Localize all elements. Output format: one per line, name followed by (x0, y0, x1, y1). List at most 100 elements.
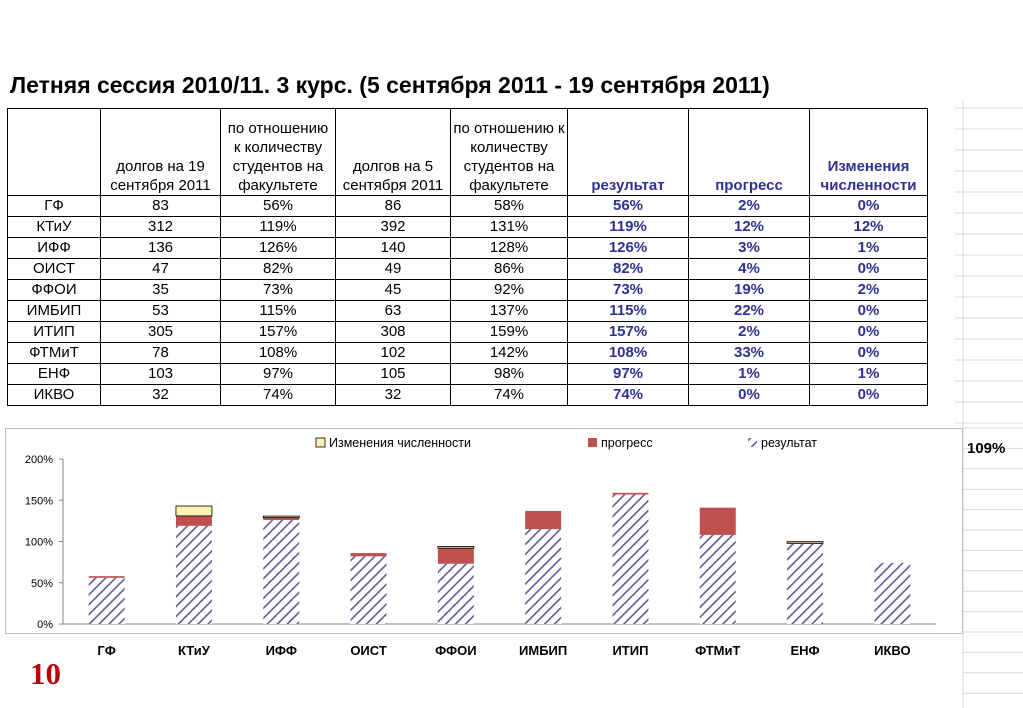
table-cell: ИТИП (7, 321, 101, 343)
bar-progress (350, 553, 387, 557)
bar-progress (88, 576, 125, 578)
table-row: ГФ 83 56% 86 58% 56% 2% 0% (7, 195, 928, 217)
table-cell: 3% (688, 237, 810, 259)
bar-progress (175, 515, 212, 526)
table-cell: 33% (688, 342, 810, 364)
table-cell: 137% (450, 300, 568, 322)
table-cell: 1% (809, 237, 928, 259)
table-cell: 22% (688, 300, 810, 322)
bar-progress (263, 517, 300, 521)
table-cell: 140 (335, 237, 451, 259)
table-cell: ИФФ (7, 237, 101, 259)
table-cell: 0% (809, 300, 928, 322)
bar-result (612, 494, 649, 624)
table-cell: 2% (809, 279, 928, 301)
table-cell: 1% (688, 363, 810, 385)
table-cell: 32 (100, 384, 221, 406)
table-cell: 115% (567, 300, 689, 322)
table-cell: ОИСТ (7, 258, 101, 280)
table-cell: 74% (220, 384, 336, 406)
table-cell: 392 (335, 216, 451, 238)
table-cell: 103 (100, 363, 221, 385)
table-cell: 102 (335, 342, 451, 364)
table-cell: 53 (100, 300, 221, 322)
header-cell: долгов на 5 сентября 2011 (335, 108, 451, 196)
header-cell: прогресс (688, 108, 810, 196)
table-cell: 63 (335, 300, 451, 322)
table-cell: 47 (100, 258, 221, 280)
table-cell: 73% (567, 279, 689, 301)
table-cell: ГФ (7, 195, 101, 217)
table-cell: 58% (450, 195, 568, 217)
x-tick-label: ИФФ (265, 643, 297, 658)
page-title: Летняя сессия 2010/11. 3 курс. (5 сентяб… (10, 72, 770, 98)
table-row: ОИСТ 47 82% 49 86% 82% 4% 0% (7, 258, 928, 280)
bar-progress (437, 548, 474, 564)
legend-label: Изменения численности (329, 436, 471, 450)
y-tick-label: 200% (25, 454, 53, 466)
table-cell: 0% (688, 384, 810, 406)
table-cell: 157% (220, 321, 336, 343)
y-tick-label: 0% (37, 619, 53, 631)
header-cell (7, 108, 101, 196)
table-cell: КТиУ (7, 216, 101, 238)
bar-result (175, 525, 212, 624)
legend-swatch (588, 438, 597, 447)
table-cell: 74% (450, 384, 568, 406)
x-tick-label: ИКВО (874, 643, 911, 658)
bar-progress (612, 492, 649, 495)
table-cell: 86 (335, 195, 451, 217)
table-row: ИФФ 136 126% 140 128% 126% 3% 1% (7, 237, 928, 259)
y-tick-label: 50% (31, 578, 53, 590)
table-cell: 128% (450, 237, 568, 259)
table-cell: 83 (100, 195, 221, 217)
header-cell: долгов на 19 сентября 2011 (100, 108, 221, 196)
table-cell: 86% (450, 258, 568, 280)
table-cell: 56% (220, 195, 336, 217)
x-tick-label: ИТИП (612, 643, 649, 658)
table-row: КТиУ 312 119% 392 131% 119% 12% 12% (7, 216, 928, 238)
stacked-bar-chart: 0% 50% 100% 150% 200% Изменения численности п… (25, 436, 936, 631)
table-row: ИТИП 305 157% 308 159% 157% 2% 0% (7, 321, 928, 343)
table-cell: 97% (567, 363, 689, 385)
table-cell: 97% (220, 363, 336, 385)
table-cell: 32 (335, 384, 451, 406)
side-value: 109% (967, 440, 1006, 457)
bar-result (874, 562, 911, 624)
header-cell: по отношению к количеству студентов на ф… (220, 108, 336, 196)
table-cell: 108% (567, 342, 689, 364)
bar-result (437, 563, 474, 624)
table-cell: 98% (450, 363, 568, 385)
table-cell: 1% (809, 363, 928, 385)
x-tick-label: ФФОИ (435, 643, 477, 658)
chart-area: 0% 50% 100% 150% 200% Изменения численности п… (5, 428, 963, 634)
header-cell: Изменения численности (809, 108, 928, 196)
table-cell: 131% (450, 216, 568, 238)
bar-result (699, 534, 736, 624)
legend-swatch (748, 438, 757, 447)
table-cell: 82% (220, 258, 336, 280)
x-tick-label: КТиУ (178, 643, 210, 658)
table-cell: ИМБИП (7, 300, 101, 322)
table-cell: 0% (809, 342, 928, 364)
table-cell: 159% (450, 321, 568, 343)
y-tick-label: 100% (25, 537, 53, 549)
page-number: 10 (30, 656, 61, 691)
table-cell: 308 (335, 321, 451, 343)
table-cell: 105 (335, 363, 451, 385)
table-cell: 4% (688, 258, 810, 280)
table-cell: 49 (335, 258, 451, 280)
header-cell: результат (567, 108, 689, 196)
table-cell: 35 (100, 279, 221, 301)
x-tick-label: ЕНФ (790, 643, 820, 658)
table-row: ЕНФ 103 97% 105 98% 97% 1% 1% (7, 363, 928, 385)
table-cell: ФФОИ (7, 279, 101, 301)
bar-result (525, 529, 562, 624)
table-cell: 56% (567, 195, 689, 217)
table-row: ИКВО 32 74% 32 74% 74% 0% 0% (7, 384, 928, 406)
table-cell: 108% (220, 342, 336, 364)
table-cell: 0% (809, 258, 928, 280)
x-tick-label: ГФ (97, 643, 116, 658)
table-cell: 73% (220, 279, 336, 301)
table-cell: 82% (567, 258, 689, 280)
